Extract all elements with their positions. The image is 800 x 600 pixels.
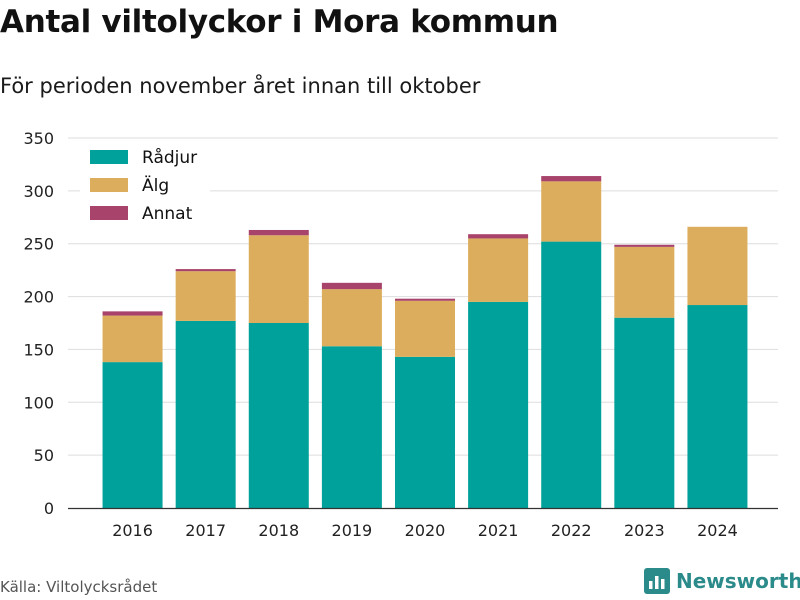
bar--lg-2017 — [175, 271, 236, 321]
newsworthy-brand[interactable]: Newsworthy — [644, 568, 800, 594]
legend-label: Rådjur — [142, 147, 197, 168]
bar--lg-2019 — [321, 289, 382, 347]
x-tick-label: 2020 — [405, 521, 446, 540]
x-tick-label: 2022 — [551, 521, 592, 540]
x-tick-label: 2024 — [697, 521, 738, 540]
bar--lg-2023 — [614, 246, 675, 318]
bar--lg-2016 — [102, 315, 163, 363]
axes: 0 50 100 150 200 250 300 350 2016 2017 2018 2019 202… — [23, 129, 778, 540]
bar-annat-2019 — [321, 282, 382, 290]
bar--lg-2018 — [248, 235, 309, 323]
bar-r-djur-2018 — [248, 323, 309, 508]
y-tick-label: 300 — [23, 182, 54, 201]
y-tick-label: 350 — [23, 129, 54, 148]
legend-swatch — [90, 150, 128, 164]
bar-annat-2017 — [175, 269, 236, 272]
x-tick-label: 2016 — [112, 521, 153, 540]
x-tick-label: 2021 — [478, 521, 519, 540]
y-tick-label: 0 — [44, 499, 54, 518]
x-tick-label: 2019 — [332, 521, 373, 540]
bar-r-djur-2022 — [541, 241, 602, 508]
bar-annat-2023 — [614, 244, 675, 247]
bar--lg-2021 — [468, 238, 529, 302]
bar-r-djur-2017 — [175, 320, 236, 508]
y-tick-label: 50 — [34, 446, 54, 465]
stacked-bar-chart: 0 50 100 150 200 250 300 350 2016 2017 2018 2019 202… — [23, 129, 778, 540]
bar-chart-logo-icon — [644, 568, 670, 594]
bar-r-djur-2023 — [614, 317, 675, 508]
bar-r-djur-2020 — [395, 356, 455, 508]
brand-name: Newsworthy — [676, 569, 800, 593]
bar-r-djur-2024 — [687, 305, 748, 508]
bar--lg-2020 — [395, 300, 455, 357]
y-tick-label: 200 — [23, 288, 54, 307]
bar-annat-2018 — [248, 229, 309, 236]
x-tick-label: 2018 — [258, 521, 299, 540]
x-tick-label: 2023 — [624, 521, 665, 540]
y-tick-label: 150 — [23, 340, 54, 359]
chart-title: Antal viltolyckor i Mora kommun — [0, 4, 559, 40]
legend-swatch — [90, 206, 128, 220]
bar-annat-2021 — [468, 234, 529, 239]
bar--lg-2022 — [541, 181, 602, 242]
bar-annat-2022 — [541, 176, 602, 182]
bar-r-djur-2019 — [321, 346, 382, 508]
bar-annat-2020 — [395, 298, 455, 301]
chart-subtitle: För perioden november året innan till ok… — [0, 74, 481, 98]
legend-swatch — [90, 178, 128, 192]
bar-r-djur-2021 — [468, 301, 529, 508]
x-tick-label: 2017 — [185, 521, 226, 540]
legend: Rådjur Älg Annat — [80, 142, 210, 230]
source-note: Källa: Viltolycksrådet — [0, 578, 158, 596]
legend-label: Annat — [142, 204, 193, 224]
bars — [102, 176, 748, 508]
bar-r-djur-2016 — [102, 362, 163, 508]
bar--lg-2024 — [687, 226, 748, 306]
legend-label: Älg — [142, 175, 169, 196]
y-tick-label: 100 — [23, 393, 54, 412]
y-tick-label: 250 — [23, 235, 54, 254]
bar-annat-2016 — [102, 311, 163, 316]
